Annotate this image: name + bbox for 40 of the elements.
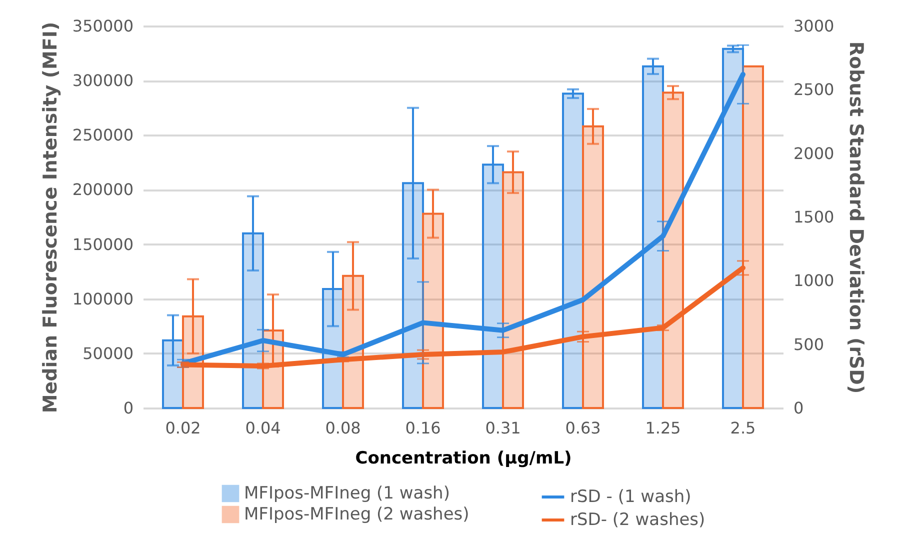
x-axis-title: Concentration (µg/mL)	[355, 448, 572, 468]
bar	[502, 171, 524, 409]
y-tick-label: 250000	[72, 126, 134, 145]
y-tick-label: 100000	[72, 289, 134, 308]
bar	[562, 92, 584, 409]
bar	[422, 212, 444, 409]
legend-label: rSD - (1 wash)	[570, 487, 692, 507]
legend-label: MFIpos-MFIneg (1 wash)	[244, 484, 450, 504]
y2-tick-label: 1500	[794, 208, 834, 226]
y-tick-label: 350000	[72, 16, 134, 36]
legend-label: MFIpos-MFIneg (2 washes)	[244, 504, 470, 524]
y2-tick-label: 500	[794, 334, 824, 354]
bar	[582, 125, 604, 409]
bar	[242, 232, 264, 409]
y-tick-label: 0	[123, 398, 134, 418]
y2-tick-label: 1000	[794, 271, 834, 290]
y2-tick-label: 2500	[794, 80, 834, 100]
x-tick-label: 0.04	[245, 418, 281, 438]
x-tick-label: 2.5	[730, 418, 756, 438]
bar	[642, 65, 664, 409]
x-tick-label: 0.31	[485, 418, 521, 438]
y2-tick-label: 2000	[794, 144, 834, 163]
y2-tick-label: 3000	[794, 16, 834, 36]
y2-axis-title: Robust Standard Deviation (rSD)	[845, 41, 868, 394]
y-tick-label: 300000	[72, 71, 134, 90]
legend-label: rSD- (2 washes)	[570, 510, 706, 530]
y-tick-label: 50000	[82, 344, 134, 363]
x-tick-label: 0.08	[325, 418, 361, 438]
y-axis-title: Median Fluorescence Intensity (MFI)	[39, 22, 62, 414]
bar	[342, 274, 364, 409]
y-tick-label: 200000	[72, 180, 134, 200]
bar	[742, 65, 764, 409]
bar	[662, 92, 684, 409]
bar	[482, 164, 504, 409]
y2-tick-label: 0	[794, 398, 804, 418]
x-tick-label: 0.16	[405, 418, 441, 438]
x-tick-label: 0.63	[565, 418, 601, 438]
x-tick-label: 0.02	[165, 418, 201, 438]
y-tick-label: 150000	[72, 234, 134, 254]
x-tick-label: 1.25	[645, 418, 681, 438]
